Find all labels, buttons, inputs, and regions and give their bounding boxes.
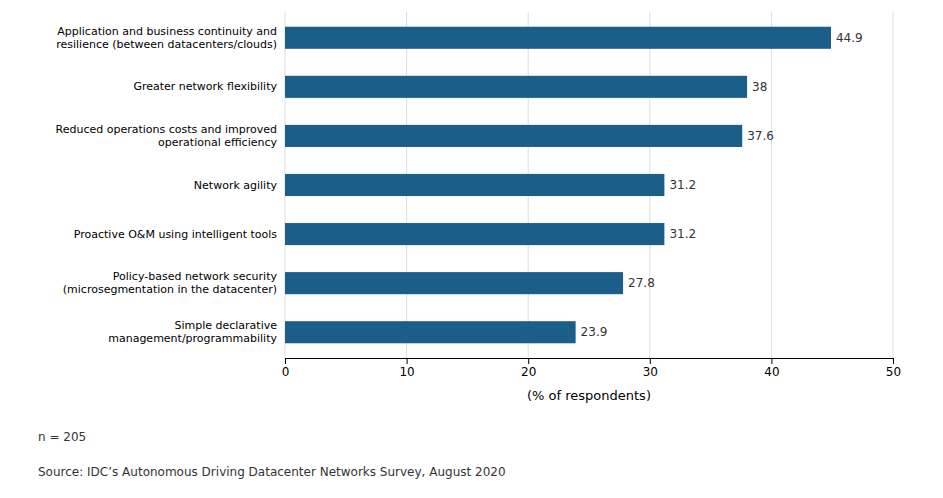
tick-mark <box>528 358 529 364</box>
tick: 40 <box>764 358 779 379</box>
y-axis: Application and business continuity andr… <box>56 25 278 346</box>
bar <box>285 174 664 196</box>
data-label: 23.9 <box>581 325 608 339</box>
data-labels: 23.9 27.8 31.2 31.2 37.6 38 44.9 <box>581 31 863 339</box>
data-label: 27.8 <box>628 276 655 290</box>
data-label: 37.6 <box>747 129 774 143</box>
category-label: Policy-based network security(microsegme… <box>63 270 278 296</box>
axis-line <box>286 359 894 365</box>
plot: 23.9 27.8 31.2 31.2 37.6 38 44.9 0 10 20 30 40 50 App… <box>56 12 902 403</box>
tick-label: 0 <box>282 365 290 379</box>
category-label: Reduced operations costs and improvedope… <box>56 123 278 149</box>
tick-label: 10 <box>399 365 414 379</box>
tick: Proactive O&M using intelligent tools <box>74 228 277 241</box>
data-label: 31.2 <box>669 227 696 241</box>
tick-mark <box>893 358 894 364</box>
tick-mark <box>771 358 772 364</box>
tick: 30 <box>643 358 658 379</box>
tick: 50 <box>886 358 901 379</box>
annotation: n = 205 <box>38 430 86 444</box>
tick: Application and business continuity andr… <box>56 25 277 51</box>
bar <box>285 223 664 245</box>
tick: 10 <box>399 358 414 379</box>
x-axis-title: (% of respondents) <box>527 388 651 403</box>
data-label: 31.2 <box>669 178 696 192</box>
bar <box>285 76 747 98</box>
data-label: 44.9 <box>836 31 863 45</box>
bar <box>285 272 623 294</box>
tick-label: 40 <box>764 365 779 379</box>
tick: Policy-based network security(microsegme… <box>63 270 278 296</box>
bar <box>285 321 576 343</box>
tick-mark <box>650 358 651 364</box>
tick: Reduced operations costs and improvedope… <box>56 123 278 149</box>
chart: 23.9 27.8 31.2 31.2 37.6 38 44.9 0 10 20 30 40 50 App… <box>0 0 943 498</box>
tick-label: 50 <box>886 365 901 379</box>
category-label: Proactive O&M using intelligent tools <box>74 228 277 241</box>
bar <box>285 125 742 147</box>
tick-label: 30 <box>643 365 658 379</box>
tick: Network agility <box>194 179 278 192</box>
tick-label: 20 <box>521 365 536 379</box>
grid-line <box>893 12 894 358</box>
bars <box>285 27 831 344</box>
tick-mark <box>407 358 408 364</box>
tick: 20 <box>521 358 536 379</box>
category-label: Application and business continuity andr… <box>56 25 277 51</box>
category-label: Greater network flexibility <box>133 80 277 93</box>
category-label: Simple declarativemanagement/programmabi… <box>108 319 277 345</box>
annotation: Source: IDC’s Autonomous Driving Datacen… <box>38 465 506 479</box>
tick: 0 <box>282 358 290 379</box>
tick: Greater network flexibility <box>133 80 277 93</box>
grid <box>285 12 893 358</box>
category-label: Network agility <box>194 179 278 192</box>
data-label: 38 <box>752 80 767 94</box>
grid-line <box>771 12 772 358</box>
x-axis: 0 10 20 30 40 50 <box>282 358 901 379</box>
bar <box>285 27 831 49</box>
tick: Simple declarativemanagement/programmabi… <box>108 319 277 345</box>
tick-mark <box>285 358 286 364</box>
annotations: n = 205 Source: IDC’s Autonomous Driving … <box>38 430 506 479</box>
